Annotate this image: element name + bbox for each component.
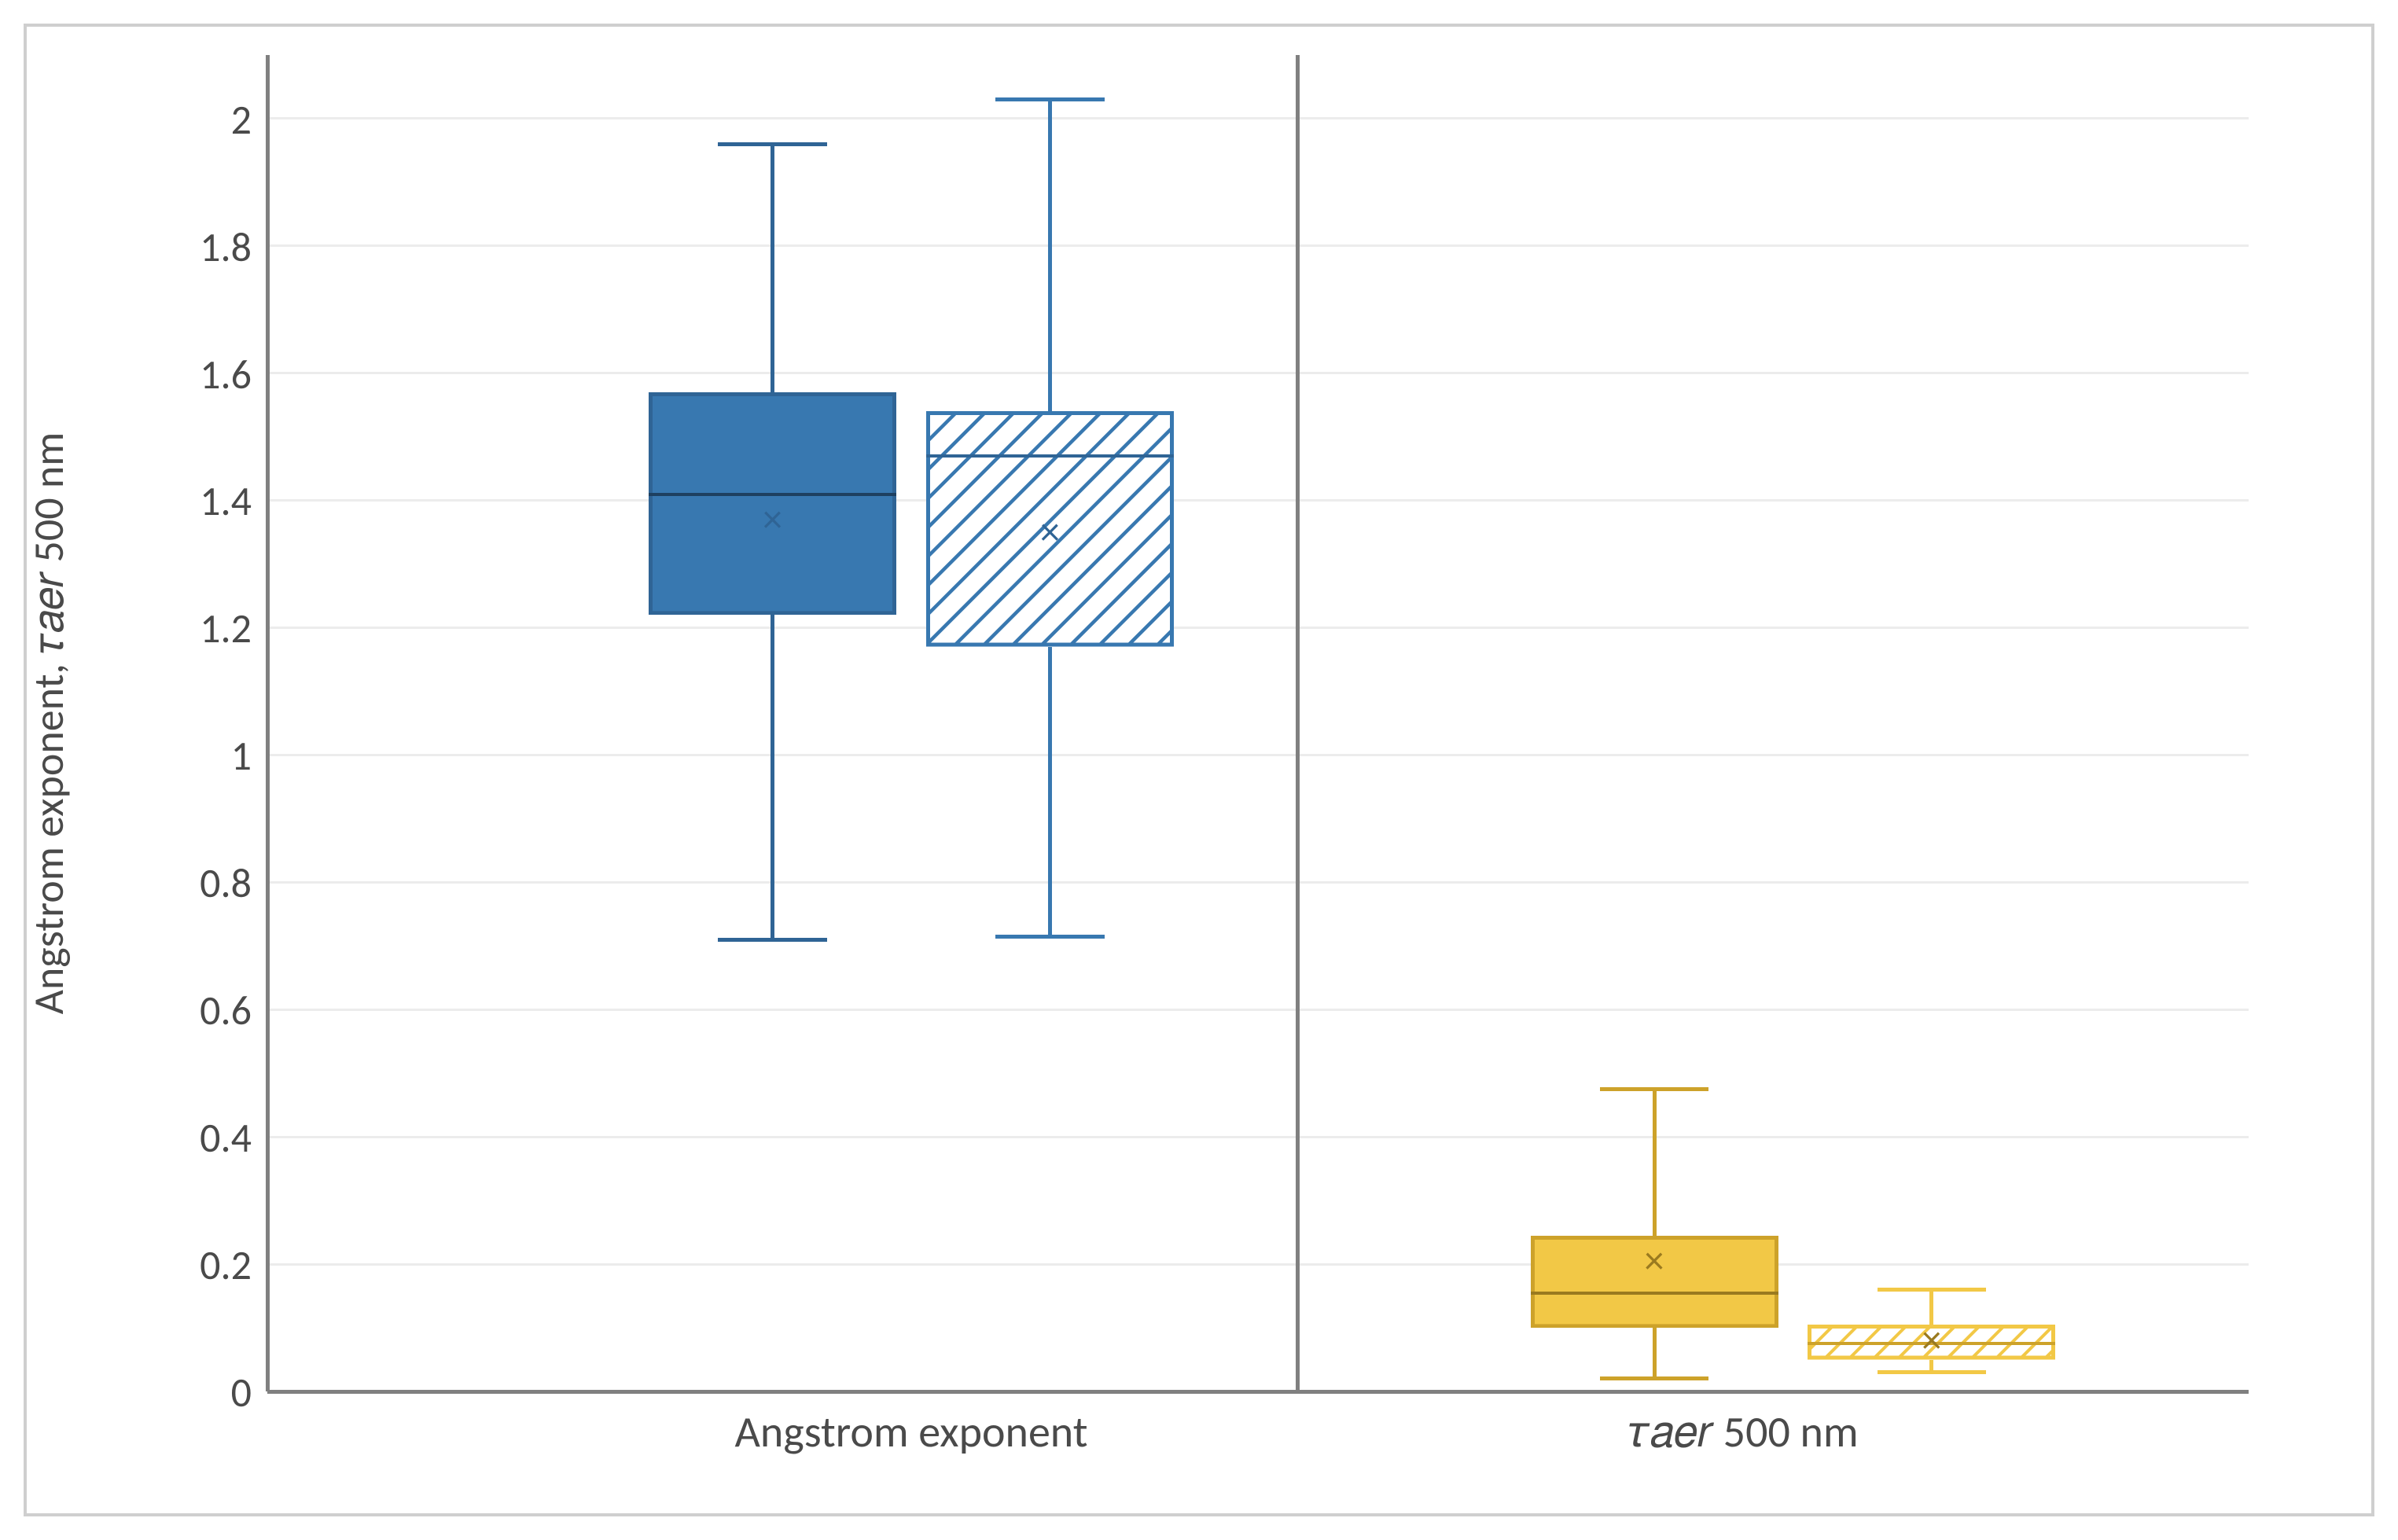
whisker xyxy=(1048,100,1052,412)
y-tick-label: 1.8 xyxy=(200,222,252,272)
whisker-cap xyxy=(718,938,827,942)
median-line xyxy=(926,454,1174,458)
whisker xyxy=(771,144,774,392)
y-tick-label: 0.4 xyxy=(200,1112,252,1163)
y-tick-label: 1 xyxy=(231,730,252,781)
whisker-cap xyxy=(1600,1087,1709,1091)
category-label: 𝜏𝑎𝑒𝑟 500 nm xyxy=(1429,1406,2058,1459)
whisker-cap xyxy=(995,97,1105,101)
whisker xyxy=(1048,647,1052,936)
y-tick-label: 1.4 xyxy=(200,476,252,526)
gridline xyxy=(267,627,2249,629)
whisker-cap xyxy=(995,935,1105,939)
gridline xyxy=(267,117,2249,119)
gridline xyxy=(267,881,2249,884)
y-tick-label: 1.6 xyxy=(200,349,252,399)
gridline xyxy=(267,1263,2249,1266)
whisker xyxy=(1653,1328,1657,1379)
mean-marker: × xyxy=(763,500,782,539)
whisker-cap xyxy=(1878,1288,1987,1292)
gridline xyxy=(267,499,2249,502)
gridline xyxy=(267,372,2249,374)
whisker-cap xyxy=(1600,1376,1709,1380)
mean-marker: × xyxy=(1645,1241,1664,1281)
y-tick-label: 0.8 xyxy=(200,858,252,908)
whisker xyxy=(771,615,774,939)
y-tick-label: 0.2 xyxy=(200,1240,252,1290)
whisker xyxy=(1653,1089,1657,1235)
y-tick-label: 1.2 xyxy=(200,603,252,653)
category-label: Angstrom exponent xyxy=(597,1406,1226,1459)
boxplot-chart: 0 0.2 0.4 0.6 0.8 1 1.2 1.4 1.6 1.8 2 Angstrom expo… xyxy=(0,0,2398,1540)
category-divider xyxy=(1296,55,1300,1391)
x-axis-line xyxy=(267,1390,2249,1394)
chart-outer-border xyxy=(24,24,2374,1516)
gridline xyxy=(267,1136,2249,1138)
y-axis-title: Angstrom exponent, 𝜏𝑎𝑒𝑟 500 nm xyxy=(23,432,75,1015)
mean-marker: × xyxy=(1040,513,1060,552)
gridline xyxy=(267,754,2249,756)
whisker-cap xyxy=(1878,1370,1987,1374)
median-line xyxy=(1531,1292,1778,1295)
mean-marker: × xyxy=(1922,1321,1941,1360)
y-tick-label: 2 xyxy=(231,94,252,145)
y-tick-label: 0 xyxy=(231,1367,252,1417)
gridline xyxy=(267,1009,2249,1011)
gridline xyxy=(267,244,2249,247)
whisker-cap xyxy=(718,142,827,146)
y-axis-line xyxy=(266,55,270,1391)
y-tick-label: 0.6 xyxy=(200,985,252,1035)
